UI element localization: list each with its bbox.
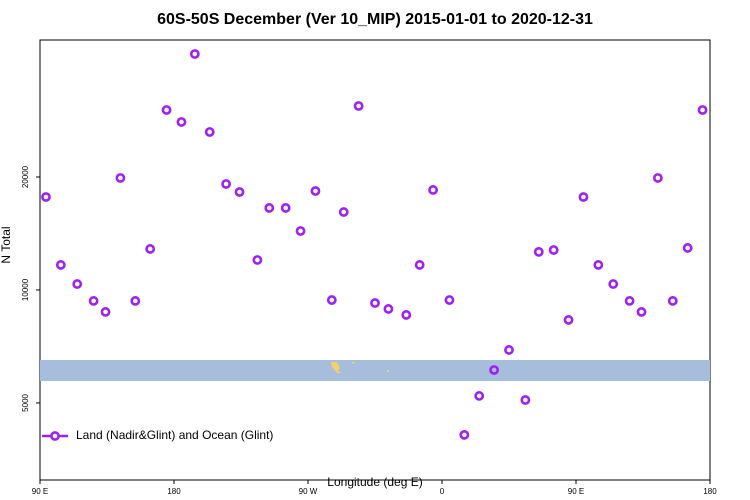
map-strip bbox=[40, 360, 710, 381]
point bbox=[444, 295, 455, 305]
x-tick-label: 180 bbox=[167, 487, 181, 496]
point bbox=[41, 192, 51, 202]
map-land bbox=[387, 370, 389, 372]
point bbox=[145, 244, 156, 254]
point bbox=[264, 203, 275, 213]
point bbox=[221, 179, 232, 189]
point bbox=[636, 307, 647, 317]
legend-marker bbox=[50, 431, 60, 441]
x-tick-label: 180 bbox=[703, 487, 717, 496]
point bbox=[353, 101, 364, 111]
y-axis-label: N Total bbox=[0, 226, 13, 263]
point bbox=[504, 345, 514, 355]
x-tick-label: 90 E bbox=[568, 487, 584, 496]
point bbox=[252, 255, 263, 265]
point bbox=[428, 185, 438, 195]
point bbox=[234, 187, 245, 197]
point bbox=[401, 310, 412, 320]
y-tick-label: 20000 bbox=[21, 165, 30, 188]
point bbox=[697, 105, 708, 115]
point bbox=[563, 315, 574, 325]
chart-title: 60S-50S December (Ver 10_MIP) 2015-01-01… bbox=[157, 11, 593, 28]
point bbox=[161, 105, 172, 115]
y-tick-label: 5000 bbox=[21, 393, 30, 411]
point bbox=[72, 279, 83, 289]
x-tick-label: 90 E bbox=[32, 487, 48, 496]
point bbox=[520, 395, 531, 405]
point bbox=[280, 203, 291, 213]
point bbox=[130, 296, 141, 306]
point bbox=[189, 49, 200, 59]
x-tick-label: 90 W bbox=[299, 487, 318, 496]
x-tick-label: 0 bbox=[440, 487, 445, 496]
point bbox=[624, 296, 635, 306]
point bbox=[682, 243, 693, 253]
point bbox=[100, 307, 111, 317]
point bbox=[652, 173, 663, 183]
point bbox=[55, 260, 66, 270]
point bbox=[115, 173, 126, 183]
map-land bbox=[352, 362, 355, 364]
point bbox=[593, 260, 604, 270]
map-land bbox=[331, 362, 342, 373]
x-axis-label: Longitude (deg E) bbox=[327, 475, 422, 489]
point bbox=[204, 127, 215, 137]
point bbox=[578, 192, 589, 202]
point bbox=[459, 429, 470, 440]
plot-frame bbox=[39, 39, 711, 481]
point bbox=[88, 296, 99, 306]
point bbox=[310, 186, 321, 196]
legend-label: Land (Nadir&Glint) and Ocean (Glint) bbox=[76, 428, 273, 442]
point bbox=[176, 117, 187, 127]
point bbox=[383, 304, 394, 314]
point bbox=[533, 247, 544, 257]
point bbox=[326, 295, 337, 305]
point bbox=[370, 298, 380, 308]
y-tick-label: 10000 bbox=[21, 278, 30, 301]
point bbox=[338, 207, 349, 217]
point bbox=[474, 391, 485, 401]
point bbox=[489, 365, 500, 375]
point bbox=[667, 296, 678, 306]
point bbox=[414, 260, 425, 270]
point bbox=[295, 226, 306, 236]
point bbox=[548, 245, 559, 255]
point bbox=[608, 279, 619, 289]
